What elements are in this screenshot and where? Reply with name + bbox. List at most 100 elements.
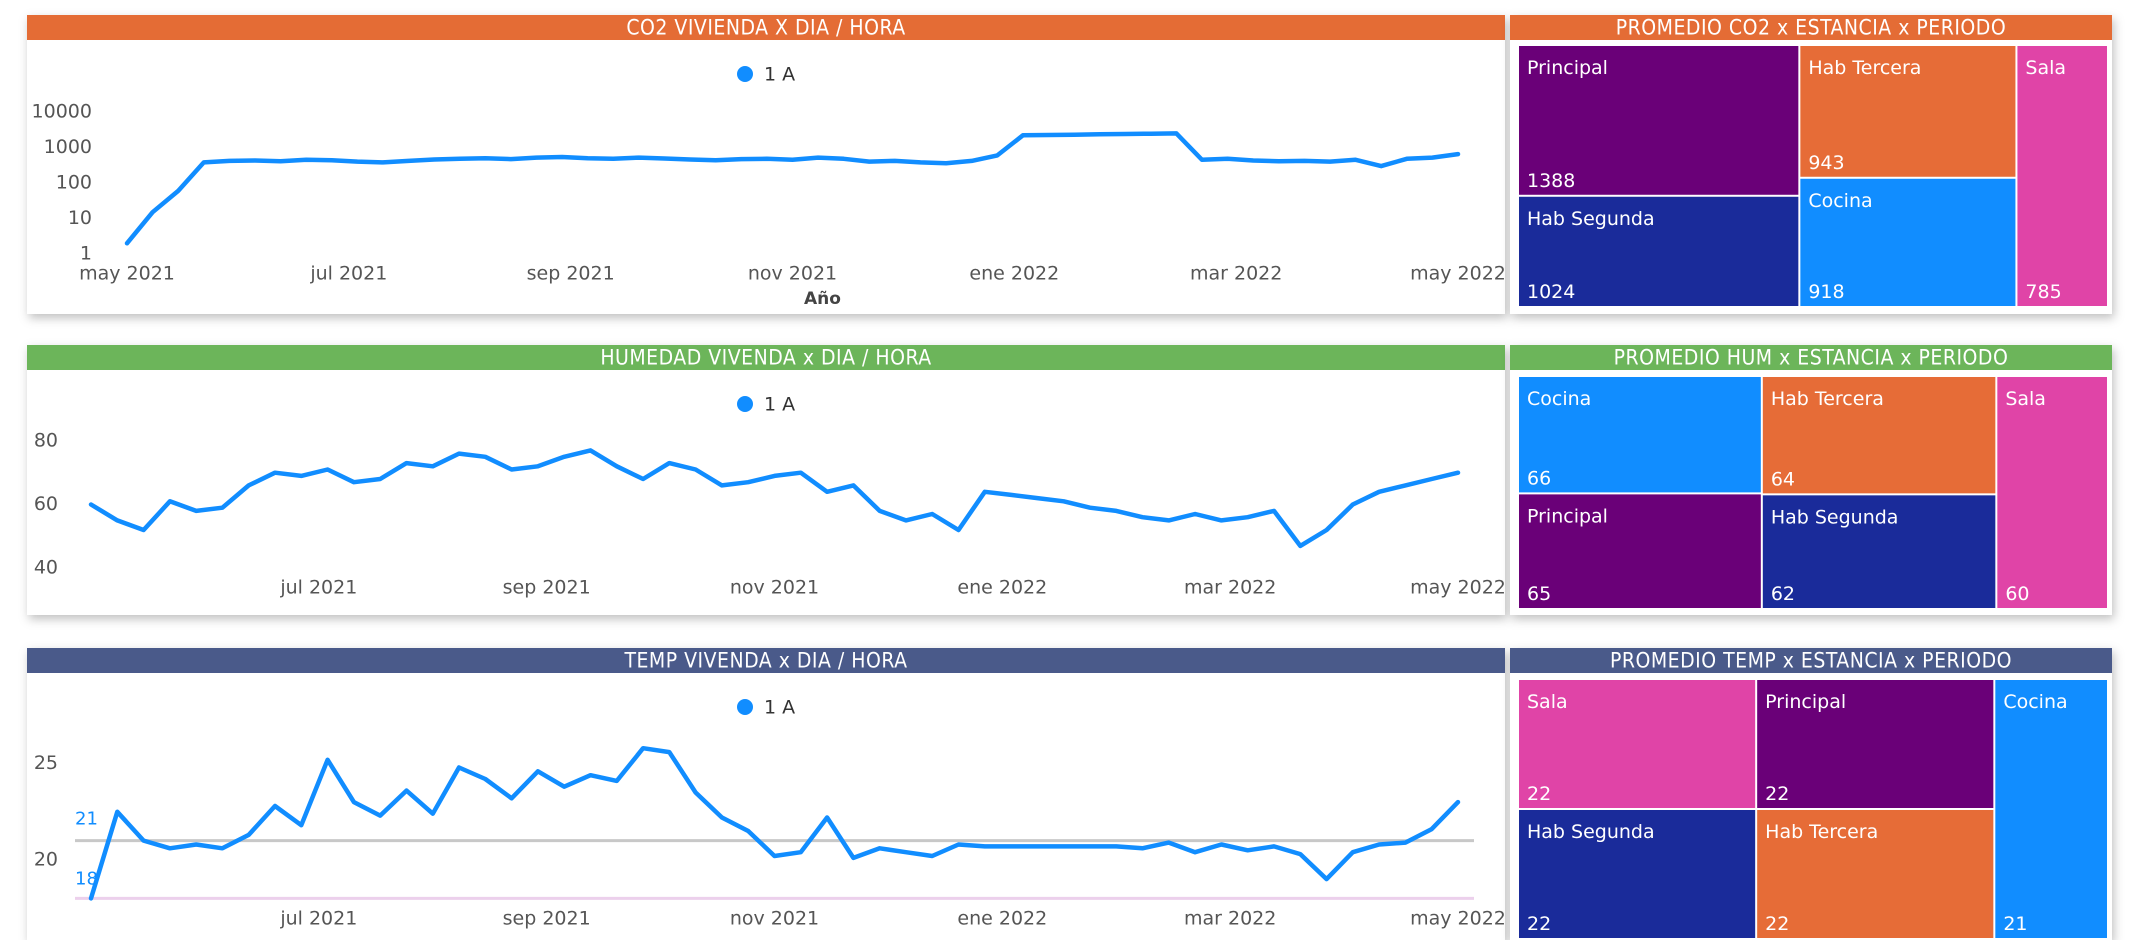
x-tick-label: sep 2021 bbox=[503, 577, 591, 599]
panel-header bbox=[1510, 345, 2112, 370]
panel bbox=[27, 648, 1505, 940]
y-tick-label: 1000 bbox=[44, 136, 92, 158]
legend-marker bbox=[737, 396, 753, 412]
y-tick-label: 80 bbox=[34, 429, 58, 451]
tile-value: 21 bbox=[2003, 913, 2027, 935]
y-tick-label: 10000 bbox=[32, 101, 92, 123]
x-tick-label: jul 2021 bbox=[279, 908, 357, 930]
y-tick-label: 60 bbox=[34, 493, 58, 515]
x-tick-label: ene 2022 bbox=[957, 577, 1047, 599]
x-tick-label: jul 2021 bbox=[279, 577, 357, 599]
legend-label: 1 A bbox=[764, 64, 795, 86]
legend-marker bbox=[737, 66, 753, 82]
x-axis-title: Año bbox=[804, 289, 841, 309]
y-tick-label: 20 bbox=[34, 848, 58, 870]
tile-label: Hab Segunda bbox=[1771, 506, 1899, 528]
x-tick-label: mar 2022 bbox=[1184, 577, 1276, 599]
tile-value: 943 bbox=[1808, 152, 1844, 174]
x-tick-label: ene 2022 bbox=[969, 263, 1059, 285]
panel-title: HUMEDAD VIVENDA x DIA / HORA bbox=[600, 346, 931, 370]
treemap-tile bbox=[1800, 46, 2016, 177]
treemap-tile bbox=[1800, 178, 2016, 306]
panel bbox=[27, 15, 1505, 314]
tile-value: 66 bbox=[1527, 467, 1551, 489]
treemap-tile bbox=[1762, 377, 1996, 494]
tile-label: Cocina bbox=[1527, 388, 1591, 410]
x-tick-label: ene 2022 bbox=[957, 908, 1047, 930]
treemap-tile bbox=[1519, 680, 1756, 808]
tile-label: Principal bbox=[1527, 505, 1608, 527]
tile-value: 22 bbox=[1527, 913, 1551, 935]
legend-label: 1 A bbox=[764, 394, 795, 416]
x-tick-label: mar 2022 bbox=[1190, 263, 1282, 285]
treemap-tile bbox=[1757, 810, 1994, 938]
tile-label: Principal bbox=[1765, 691, 1846, 713]
tile-label: Hab Tercera bbox=[1771, 388, 1884, 410]
x-tick-label: mar 2022 bbox=[1184, 908, 1276, 930]
tile-label: Hab Tercera bbox=[1808, 57, 1921, 79]
x-tick-label: jul 2021 bbox=[309, 263, 387, 285]
x-tick-label: sep 2021 bbox=[527, 263, 615, 285]
y-tick-label: 25 bbox=[34, 752, 58, 774]
panel-header bbox=[1510, 15, 2112, 40]
tile-label: Cocina bbox=[2003, 691, 2067, 713]
panel-title: TEMP VIVENDA x DIA / HORA bbox=[623, 649, 907, 673]
treemap-tile bbox=[1997, 377, 2107, 608]
tile-label: Hab Segunda bbox=[1527, 821, 1655, 843]
x-tick-label: may 2022 bbox=[1410, 908, 1506, 930]
tile-value: 1024 bbox=[1527, 281, 1575, 303]
panel-title: PROMEDIO HUM x ESTANCIA x PERIODO bbox=[1614, 346, 2009, 370]
tile-label: Principal bbox=[1527, 57, 1608, 79]
tile-value: 918 bbox=[1808, 281, 1844, 303]
series-line bbox=[88, 745, 1461, 901]
treemap-tile bbox=[1519, 46, 1799, 195]
tile-label: Cocina bbox=[1808, 190, 1872, 212]
tile-value: 1388 bbox=[1527, 170, 1575, 192]
x-tick-label: may 2022 bbox=[1410, 263, 1506, 285]
tile-value: 22 bbox=[1765, 913, 1789, 935]
tile-value: 22 bbox=[1527, 783, 1551, 805]
x-tick-label: nov 2021 bbox=[730, 577, 819, 599]
tile-label: Sala bbox=[1527, 691, 1568, 713]
legend-marker bbox=[737, 699, 753, 715]
tile-value: 65 bbox=[1527, 583, 1551, 605]
x-tick-label: may 2022 bbox=[1410, 577, 1506, 599]
treemap-tile bbox=[1762, 495, 1996, 608]
y-tick-label: 100 bbox=[56, 172, 92, 194]
treemap-tile bbox=[1519, 494, 1761, 608]
tile-value: 785 bbox=[2025, 281, 2061, 303]
x-tick-label: nov 2021 bbox=[730, 908, 819, 930]
reference-label: 21 bbox=[75, 809, 98, 830]
series-line bbox=[124, 131, 1461, 246]
y-tick-label: 10 bbox=[68, 207, 92, 229]
y-tick-label: 1 bbox=[80, 243, 92, 265]
panel-header bbox=[27, 648, 1505, 673]
panel-title: CO2 VIVIENDA X DIA / HORA bbox=[626, 16, 905, 40]
tile-label: Hab Tercera bbox=[1765, 821, 1878, 843]
x-tick-label: nov 2021 bbox=[748, 263, 837, 285]
treemap-tile bbox=[1757, 680, 1994, 808]
tile-value: 64 bbox=[1771, 468, 1795, 490]
panel-title: PROMEDIO TEMP x ESTANCIA x PERIODO bbox=[1610, 649, 2012, 673]
treemap-tile bbox=[2017, 46, 2107, 306]
tile-value: 60 bbox=[2005, 583, 2029, 605]
y-tick-label: 40 bbox=[34, 557, 58, 579]
legend-label: 1 A bbox=[764, 697, 795, 719]
treemap-tile bbox=[1519, 377, 1761, 493]
treemap-tile bbox=[1995, 680, 2107, 938]
tile-value: 22 bbox=[1765, 783, 1789, 805]
x-tick-label: sep 2021 bbox=[503, 908, 591, 930]
tile-label: Sala bbox=[2025, 57, 2066, 79]
tile-label: Sala bbox=[2005, 388, 2046, 410]
x-tick-label: may 2021 bbox=[79, 263, 175, 285]
reference-label: 18 bbox=[75, 868, 98, 889]
tile-value: 62 bbox=[1771, 583, 1795, 605]
series-line bbox=[88, 448, 1461, 549]
tile-label: Hab Segunda bbox=[1527, 208, 1655, 230]
panel-title: PROMEDIO CO2 x ESTANCIA x PERIODO bbox=[1616, 16, 2006, 40]
treemap-tile bbox=[1519, 810, 1756, 938]
treemap-tile bbox=[1519, 196, 1799, 306]
panel-header bbox=[27, 15, 1505, 40]
panel-header bbox=[27, 345, 1505, 370]
